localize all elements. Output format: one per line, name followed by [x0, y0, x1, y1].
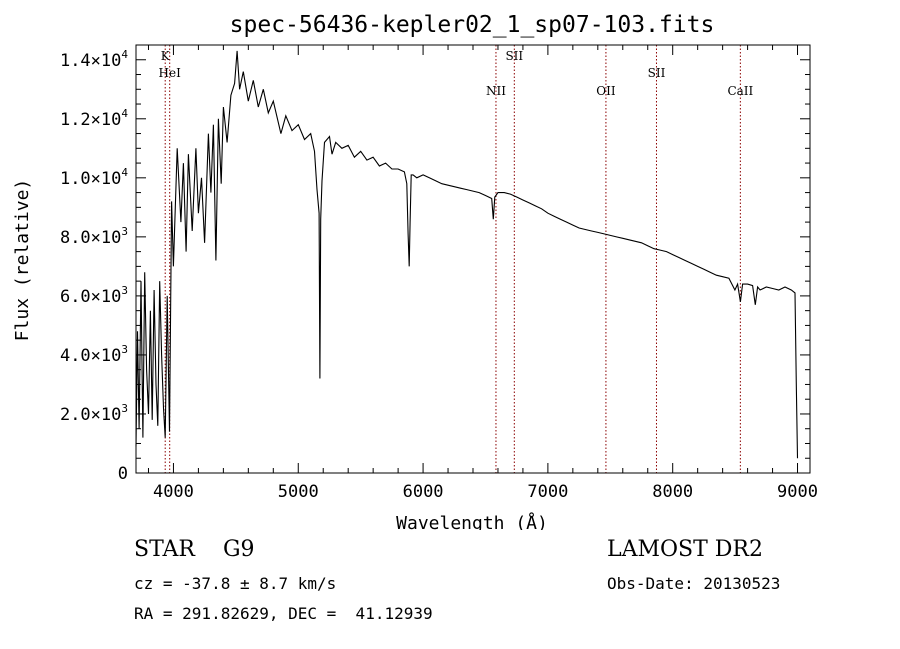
- y-axis-label: Flux (relative): [12, 179, 33, 342]
- spectral-line-label: HeI: [159, 66, 182, 80]
- spectral-line-label: K: [161, 49, 171, 63]
- survey-name: LAMOST DR2: [607, 537, 763, 562]
- x-tick-label: 7000: [527, 482, 568, 502]
- radial-velocity: cz = -37.8 ± 8.7 km/s: [134, 574, 337, 593]
- spectral-line-label: OII: [596, 84, 616, 98]
- spectral-line-label: SII: [648, 66, 666, 80]
- spectrum-series-line: [135, 50, 799, 459]
- spectral-line-markers: K HeI NII SII OII SII CaII: [159, 45, 754, 473]
- axis-ticks: 4000 5000 6000 7000 8000 9000 0 2.0×103 4.0×103 6…: [60, 44, 818, 502]
- spectral-line-label: SII: [505, 49, 523, 63]
- star-classification: STAR G9: [134, 537, 255, 562]
- y-tick-label: 4.0×103: [60, 343, 128, 366]
- sky-coordinates: RA = 291.82629, DEC = 41.12939: [134, 604, 433, 623]
- x-axis-label: Wavelength (Å): [396, 512, 548, 530]
- observation-date: Obs-Date: 20130523: [607, 574, 781, 593]
- plot-frame: [135, 44, 811, 474]
- y-tick-label: 8.0×103: [60, 225, 128, 248]
- y-tick-label: 6.0×103: [60, 284, 128, 307]
- y-tick-label: 1.4×104: [60, 48, 128, 71]
- y-tick-label: 1.0×104: [60, 166, 128, 189]
- x-tick-label: 5000: [278, 482, 319, 502]
- y-tick-label: 0: [118, 464, 128, 484]
- x-tick-label: 9000: [777, 482, 818, 502]
- x-tick-label: 8000: [652, 482, 693, 502]
- spectral-line-label: CaII: [727, 84, 753, 98]
- spectral-line-label: NII: [486, 84, 506, 98]
- y-tick-label: 1.2×104: [60, 107, 128, 130]
- chart-title: spec-56436-kepler02_1_sp07-103.fits: [230, 12, 715, 38]
- y-tick-label: 2.0×103: [60, 402, 128, 425]
- spectrum-chart: spec-56436-kepler02_1_sp07-103.fits K HeI…: [12, 12, 818, 530]
- x-tick-label: 4000: [153, 482, 194, 502]
- x-tick-label: 6000: [403, 482, 444, 502]
